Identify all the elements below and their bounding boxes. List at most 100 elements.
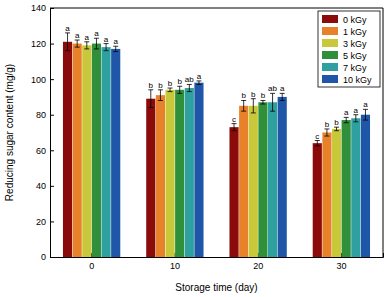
legend-label: 10 kGy: [343, 75, 372, 85]
error-bar: [232, 124, 237, 131]
letters: abccabbbabbbabbaaababaaaaa: [65, 24, 368, 141]
error-line: [96, 38, 97, 49]
y-tick: 20: [36, 217, 54, 227]
y-tick: 60: [36, 146, 54, 156]
error-bar: [168, 88, 173, 92]
bar: [185, 88, 194, 257]
error-line: [253, 99, 254, 113]
significance-letter: a: [94, 29, 99, 38]
significance-letter: c: [315, 132, 319, 141]
error-bar: [260, 100, 265, 104]
legend-swatch: [322, 15, 338, 23]
significance-letter: b: [168, 79, 173, 88]
significance-letter: a: [344, 108, 349, 117]
plot: 0204060801001201400102030abccabbbabbbabb…: [31, 3, 384, 271]
legend-item: 3 kGy: [322, 39, 367, 49]
bars: [63, 33, 370, 257]
legend-swatch: [322, 75, 338, 83]
bar: [175, 90, 184, 257]
bar: [146, 99, 155, 257]
error-cap: [84, 48, 89, 49]
significance-letter: ab: [268, 84, 277, 93]
legend-label: 1 kGy: [343, 27, 367, 37]
legend-item: 7 kGy: [322, 63, 367, 73]
error-line: [170, 88, 171, 92]
error-line: [189, 84, 190, 91]
plot-frame: [50, 8, 383, 9]
error-cap: [75, 47, 80, 48]
error-bar: [84, 42, 89, 49]
bar: [268, 102, 277, 257]
significance-letter: a: [65, 24, 70, 33]
bar: [194, 83, 203, 257]
error-bar: [187, 84, 192, 91]
error-cap: [113, 51, 118, 52]
error-line: [365, 109, 366, 120]
error-bar: [241, 100, 246, 111]
significance-letter: b: [177, 77, 182, 86]
error-cap: [158, 100, 163, 101]
error-bar: [113, 46, 118, 51]
y-tick-mark: [50, 150, 54, 151]
error-bar: [334, 127, 339, 131]
y-tick-label: 20: [36, 217, 46, 227]
error-cap: [260, 104, 265, 105]
bar: [332, 129, 341, 257]
error-cap: [177, 93, 182, 94]
error-line: [86, 42, 87, 49]
error-cap: [334, 130, 339, 131]
bar: [101, 47, 110, 257]
significance-letter: a: [75, 31, 80, 40]
error-line: [77, 40, 78, 47]
significance-letter: ab: [185, 75, 194, 84]
bar: [278, 97, 287, 257]
error-cap: [104, 50, 109, 51]
error-line: [336, 127, 337, 131]
error-bar: [75, 40, 80, 47]
y-tick-label: 140: [31, 3, 46, 13]
significance-letter: b: [158, 81, 163, 90]
error-cap: [251, 112, 256, 113]
legend-label: 5 kGy: [343, 51, 367, 61]
y-tick: 100: [31, 75, 54, 85]
y-tick-mark: [50, 44, 54, 45]
error-bar: [177, 86, 182, 93]
error-cap: [187, 91, 192, 92]
error-bar: [148, 90, 153, 108]
bar: [239, 106, 248, 257]
bar: [92, 44, 101, 257]
error-bar: [363, 109, 368, 120]
error-line: [160, 90, 161, 101]
legend-item: 1 kGy: [322, 27, 367, 37]
error-cap: [241, 111, 246, 112]
bar: [63, 42, 72, 257]
error-cap: [324, 136, 329, 137]
y-tick-label: 100: [31, 75, 46, 85]
significance-letter: b: [334, 118, 339, 127]
chart: 0204060801001201400102030abccabbbabbbabb…: [0, 0, 391, 297]
y-tick-label: 120: [31, 39, 46, 49]
x-axis-title: Storage time (day): [175, 282, 257, 293]
significance-letter: b: [325, 120, 330, 129]
error-line: [234, 124, 235, 131]
legend-swatch: [322, 63, 338, 71]
significance-letter: a: [113, 37, 118, 46]
legend: 0 kGy 1 kGy 3 kGy 5 kGy 7 kGy 10 kGy: [318, 11, 380, 87]
error-cap: [94, 48, 99, 49]
bar: [111, 49, 120, 257]
error-bar: [94, 38, 99, 49]
significance-letter: a: [363, 100, 368, 109]
error-line: [179, 86, 180, 93]
y-tick-label: 40: [36, 181, 46, 191]
error-cap: [280, 100, 285, 101]
legend-item: 0 kGy: [322, 15, 367, 25]
y-tick-label: 0: [41, 252, 46, 262]
error-bar: [324, 129, 329, 136]
error-line: [106, 44, 107, 51]
error-bar: [65, 33, 70, 51]
significance-letter: a: [197, 72, 202, 81]
error-cap: [196, 84, 201, 85]
significance-letter: a: [280, 84, 285, 93]
legend-swatch: [322, 27, 338, 35]
bar: [229, 127, 238, 257]
